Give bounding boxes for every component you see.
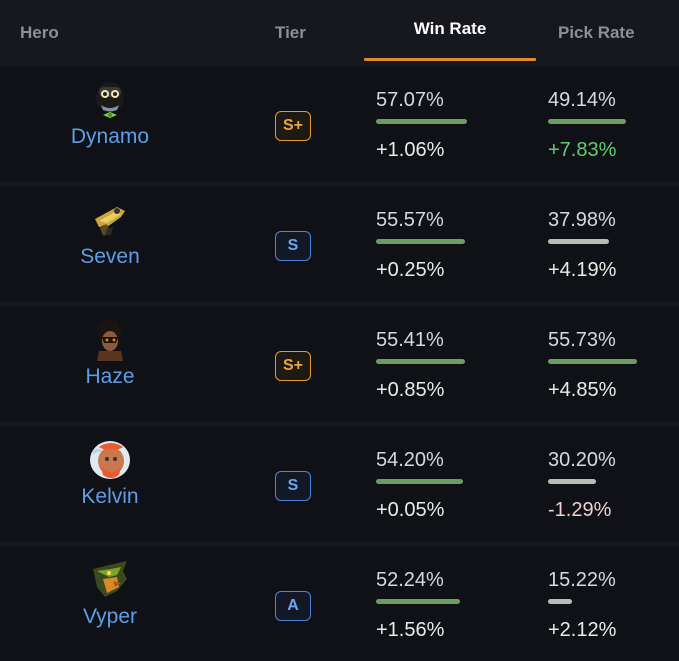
hero-cell[interactable]: Kelvin (40, 427, 180, 541)
hero-name[interactable]: Dynamo (70, 125, 150, 148)
haze-portrait-icon (87, 317, 133, 363)
table-row[interactable]: Dynamo S+ 57.07% +1.06% 49.14% +7.83% (0, 67, 679, 181)
win-rate-bar (376, 119, 467, 124)
dynamo-portrait-icon (87, 77, 133, 123)
pick-rate-value: 30.20% (548, 449, 616, 471)
win-rate-value: 55.57% (376, 209, 444, 231)
table-header: Hero Tier Win Rate Pick Rate (0, 0, 679, 66)
active-sort-underline (364, 58, 536, 61)
tier-badge: S+ (275, 351, 311, 381)
vyper-portrait-icon (87, 557, 133, 603)
table-row[interactable]: Seven S 55.57% +0.25% 37.98% +4.19% (0, 187, 679, 301)
pick-rate-value: 55.73% (548, 329, 616, 351)
win-rate-value: 55.41% (376, 329, 444, 351)
hero-cell[interactable]: Haze (40, 307, 180, 421)
tier-badge: A (275, 591, 311, 621)
seven-portrait-icon (87, 197, 133, 243)
tier-badge: S (275, 231, 311, 261)
pick-rate-delta: +4.19% (548, 259, 617, 281)
win-rate-bar (376, 359, 465, 364)
pick-rate-delta: +2.12% (548, 619, 617, 641)
pick-rate-delta: -1.29% (548, 499, 612, 521)
tier-badge: S+ (275, 111, 311, 141)
hero-cell[interactable]: Vyper (40, 547, 180, 661)
pick-rate-bar (548, 479, 596, 484)
win-rate-value: 57.07% (376, 89, 444, 111)
column-header-hero[interactable]: Hero (20, 23, 59, 42)
hero-name[interactable]: Seven (80, 245, 140, 268)
win-rate-delta: +0.05% (376, 499, 445, 521)
column-header-tier[interactable]: Tier (275, 23, 306, 42)
pick-rate-bar (548, 119, 626, 124)
pick-rate-bar (548, 359, 637, 364)
table-row[interactable]: Haze S+ 55.41% +0.85% 55.73% +4.85% (0, 307, 679, 421)
tier-badge: S (275, 471, 311, 501)
win-rate-bar (376, 239, 465, 244)
pick-rate-value: 49.14% (548, 89, 616, 111)
win-rate-value: 52.24% (376, 569, 444, 591)
pick-rate-value: 37.98% (548, 209, 616, 231)
win-rate-delta: +1.56% (376, 619, 445, 641)
table-row[interactable]: Kelvin S 54.20% +0.05% 30.20% -1.29% (0, 427, 679, 541)
win-rate-bar (376, 599, 460, 604)
pick-rate-delta: +4.85% (548, 379, 617, 401)
pick-rate-delta: +7.83% (548, 139, 617, 161)
pick-rate-value: 15.22% (548, 569, 616, 591)
win-rate-bar (376, 479, 463, 484)
hero-cell[interactable]: Seven (40, 187, 180, 301)
win-rate-delta: +0.85% (376, 379, 445, 401)
pick-rate-bar (548, 599, 572, 604)
win-rate-value: 54.20% (376, 449, 444, 471)
pick-rate-bar (548, 239, 609, 244)
column-header-win-rate[interactable]: Win Rate (413, 19, 487, 38)
hero-name[interactable]: Haze (85, 365, 135, 388)
hero-name[interactable]: Kelvin (81, 485, 139, 508)
hero-name[interactable]: Vyper (82, 605, 138, 628)
table-row[interactable]: Vyper A 52.24% +1.56% 15.22% +2.12% (0, 547, 679, 661)
kelvin-portrait-icon (87, 437, 133, 483)
win-rate-delta: +1.06% (376, 139, 445, 161)
column-header-pick-rate[interactable]: Pick Rate (558, 23, 635, 42)
win-rate-delta: +0.25% (376, 259, 445, 281)
hero-cell[interactable]: Dynamo (40, 67, 180, 181)
